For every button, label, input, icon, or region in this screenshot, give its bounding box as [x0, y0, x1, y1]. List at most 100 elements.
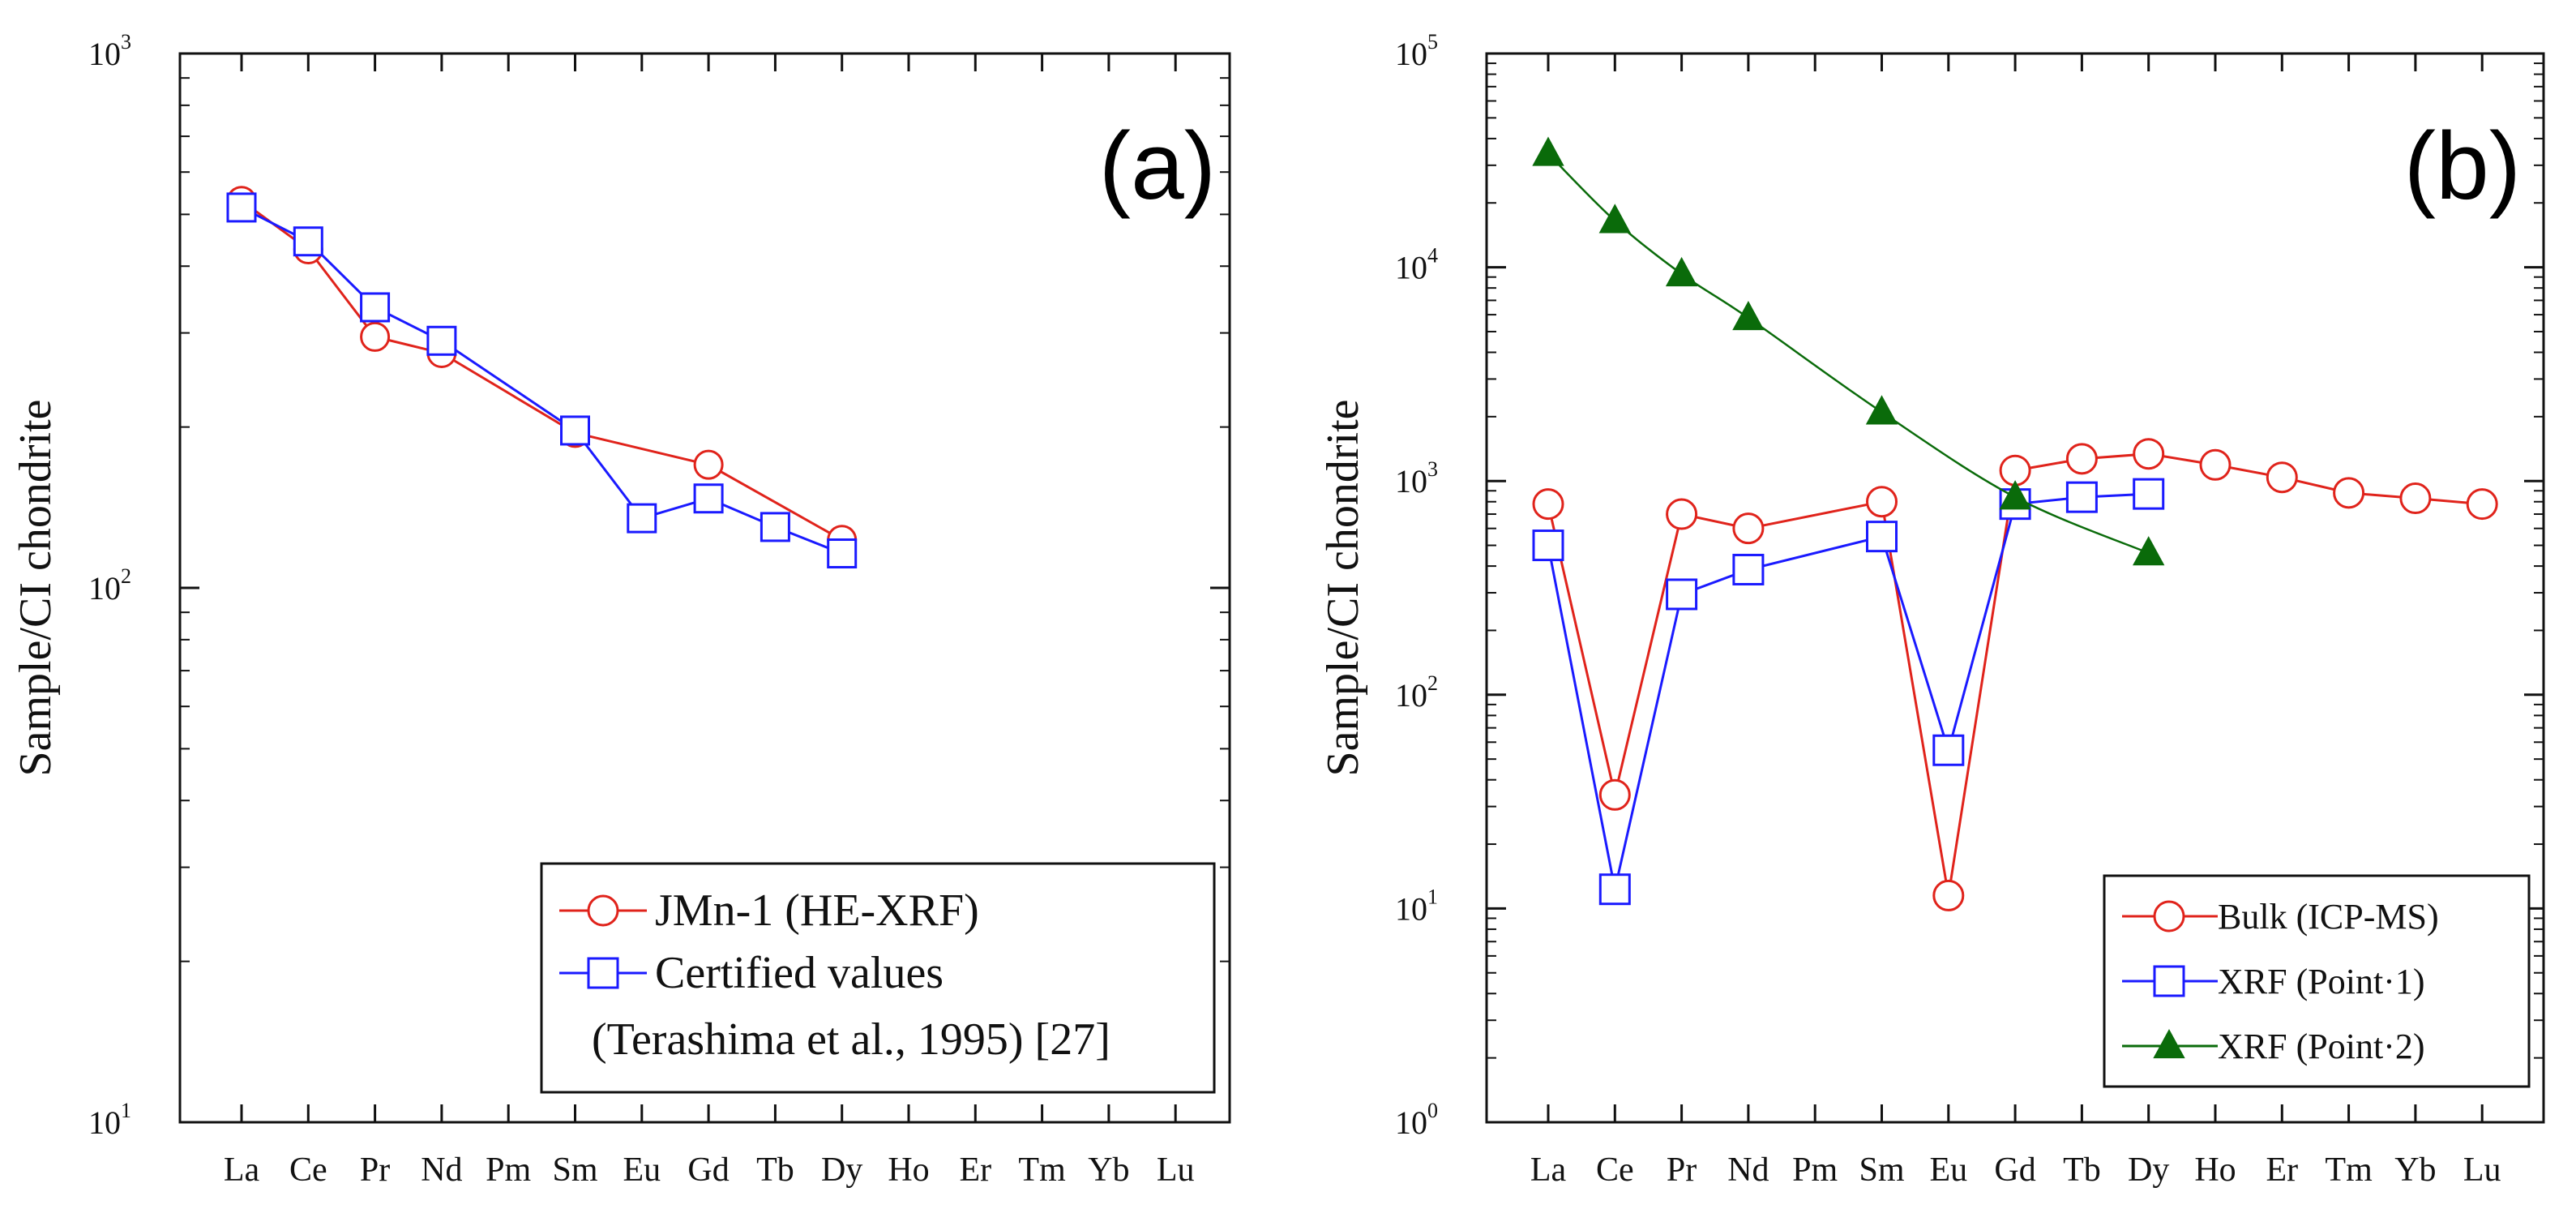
x-category-label: Tm: [1018, 1151, 1066, 1189]
legend-label: JMn-1 (HE-XRF): [655, 885, 979, 936]
y-tick-label: 104: [1395, 244, 1438, 286]
marker-square: [2133, 478, 2165, 510]
y-tick-label: 103: [88, 30, 131, 72]
panel-tag: (a): [1099, 113, 1216, 220]
x-category-label: Sm: [552, 1151, 597, 1189]
series-blue: [226, 192, 858, 569]
series-line: [1547, 152, 2150, 555]
marker-circle: [1666, 498, 1698, 530]
series-green: [1532, 136, 2165, 566]
y-tick-exponent: 1: [121, 1099, 131, 1122]
x-category-label: Er: [2266, 1151, 2298, 1189]
x-category-label: Tm: [2325, 1151, 2373, 1189]
y-tick-exponent: 2: [121, 564, 131, 588]
y-tick-exponent: 0: [1427, 1099, 1438, 1122]
legend-label-line2: (Terashima et al., 1995) [27]: [592, 1014, 1110, 1065]
series-red: [1532, 438, 2498, 911]
y-tick-label: 101: [88, 1099, 131, 1141]
y-tick-base: 10: [1395, 677, 1427, 714]
x-category-label: Ho: [888, 1151, 929, 1189]
marker-triangle: [1532, 136, 1564, 166]
marker-triangle: [1865, 395, 1898, 425]
x-category-label: Lu: [1157, 1151, 1195, 1189]
marker-square: [1732, 553, 1765, 585]
legend: Bulk (ICP-MS) XRF (Point·1) XRF (Point·2): [2103, 874, 2531, 1088]
marker-circle: [1932, 879, 1965, 911]
marker-circle: [1532, 488, 1564, 521]
marker-circle: [2399, 482, 2432, 515]
marker-square: [2065, 481, 2098, 513]
marker-square: [827, 538, 858, 569]
marker-triangle: [2153, 1029, 2185, 1059]
series-blue: [1532, 478, 2165, 906]
y-tick-base: 10: [1395, 463, 1427, 499]
y-tick-base: 10: [88, 570, 121, 607]
x-category-label: Er: [959, 1151, 991, 1189]
legend-label: XRF (Point·1): [2218, 962, 2424, 1001]
x-category-label: Dy: [821, 1151, 862, 1189]
marker-circle: [360, 321, 391, 352]
x-category-label: Ce: [289, 1151, 327, 1189]
x-category-label: Eu: [1929, 1151, 1967, 1189]
marker-circle: [2133, 438, 2165, 470]
y-tick-base: 10: [88, 1104, 121, 1141]
x-category-label: Nd: [421, 1151, 462, 1189]
marker-square: [2153, 965, 2185, 997]
x-category-label: La: [1530, 1151, 1567, 1189]
series-line: [241, 199, 843, 542]
x-category-label: Dy: [2128, 1151, 2169, 1189]
y-tick-exponent: 5: [1427, 30, 1438, 54]
y-tick-label: 105: [1395, 30, 1438, 72]
marker-circle: [587, 894, 619, 927]
marker-triangle: [1999, 480, 2031, 510]
y-axis-title: Sample/CI chondrite: [11, 399, 61, 776]
x-category-label: Tb: [756, 1151, 794, 1189]
x-category-label: Gd: [1994, 1151, 2035, 1189]
x-category-label: Sm: [1859, 1151, 1904, 1189]
legend: JMn-1 (HE-XRF) Certified values (Terashima…: [540, 862, 1216, 1094]
marker-circle: [2199, 448, 2232, 481]
marker-square: [760, 512, 790, 542]
marker-square: [560, 415, 590, 446]
marker-square: [1598, 873, 1631, 906]
y-tick-base: 10: [1395, 36, 1427, 72]
marker-circle: [2466, 488, 2498, 521]
marker-circle: [1732, 512, 1765, 545]
y-tick-base: 10: [88, 36, 121, 72]
x-category-label: Ho: [2194, 1151, 2236, 1189]
y-tick-label: 102: [88, 564, 131, 607]
y-tick-label: 103: [1395, 457, 1438, 499]
marker-square: [360, 292, 391, 323]
legend-label: Bulk (ICP-MS): [2218, 897, 2439, 937]
marker-triangle: [1598, 204, 1631, 234]
y-tick-label: 100: [1395, 1099, 1438, 1141]
marker-square: [426, 325, 457, 356]
marker-circle: [1866, 486, 1898, 518]
legend-box: [540, 862, 1216, 1094]
marker-square: [226, 192, 257, 223]
marker-circle: [2266, 461, 2298, 494]
marker-circle: [2333, 477, 2365, 509]
x-category-label: Gd: [687, 1151, 729, 1189]
marker-circle: [693, 449, 724, 480]
marker-square: [587, 957, 619, 989]
panel-tag: (b): [2404, 113, 2521, 220]
marker-triangle: [1665, 256, 1698, 287]
y-tick-label: 102: [1395, 671, 1438, 714]
y-axis-title: Sample/CI chondrite: [1318, 399, 1368, 776]
marker-circle: [2153, 900, 2185, 932]
x-category-label: Pm: [1792, 1151, 1838, 1189]
marker-circle: [1598, 778, 1631, 811]
y-tick-exponent: 2: [1427, 671, 1438, 695]
marker-square: [293, 226, 323, 257]
marker-square: [627, 503, 657, 534]
y-tick-label: 101: [1395, 885, 1438, 927]
y-tick-exponent: 4: [1427, 244, 1438, 268]
x-category-label: Eu: [623, 1151, 661, 1189]
marker-square: [1866, 521, 1898, 553]
x-category-label: Pr: [360, 1151, 390, 1189]
y-tick-exponent: 1: [1427, 885, 1438, 908]
legend-label: Certified values: [655, 948, 944, 998]
